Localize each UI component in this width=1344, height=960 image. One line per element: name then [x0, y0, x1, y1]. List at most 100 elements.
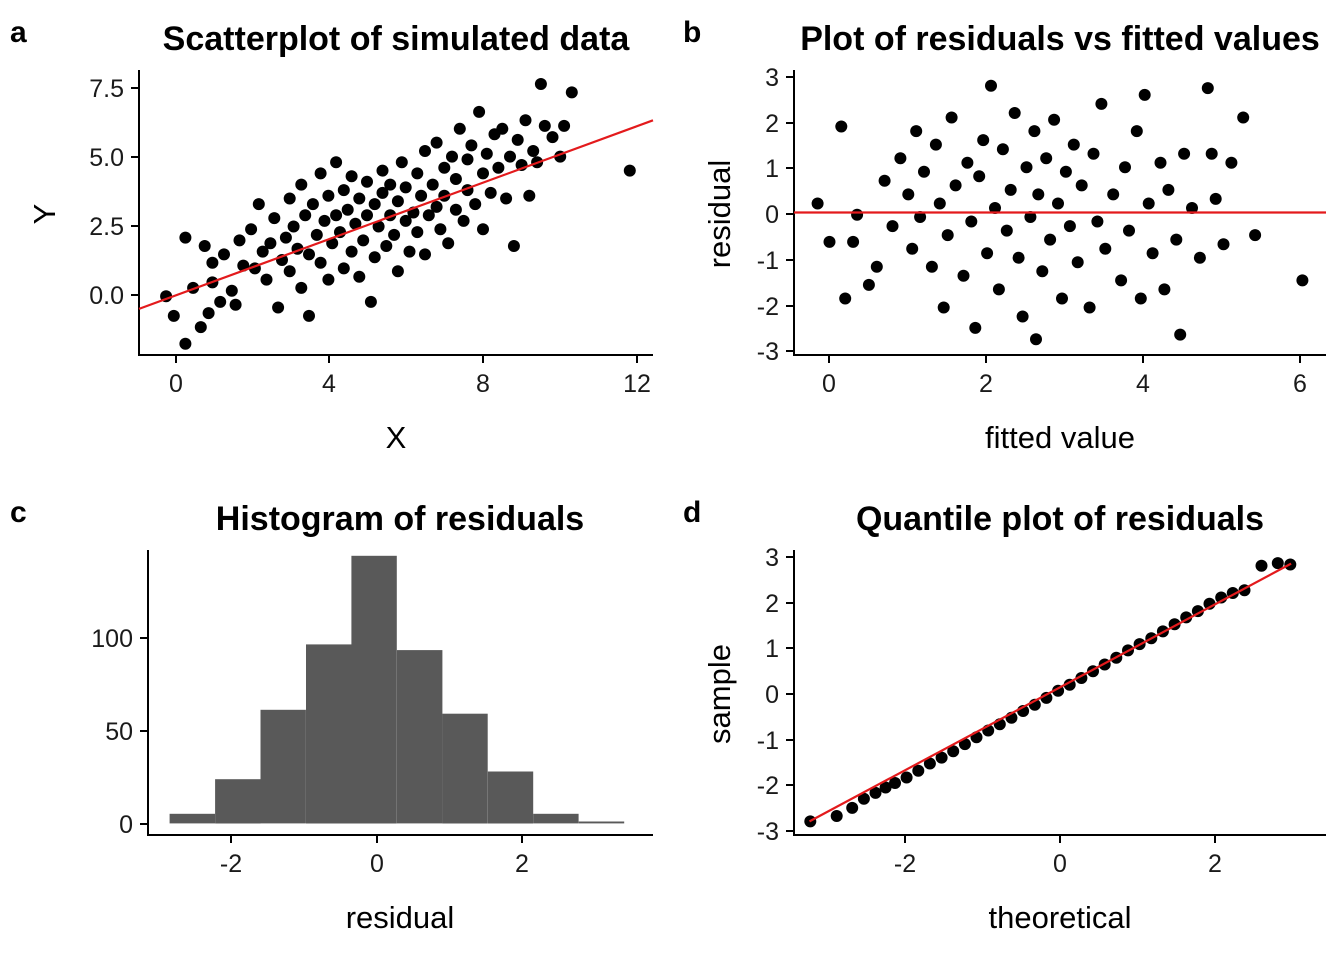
data-point [1201, 82, 1214, 95]
data-point [283, 192, 296, 205]
data-point [272, 301, 285, 314]
panel-tag-c: c [10, 496, 27, 529]
data-point [279, 231, 292, 244]
data-point [330, 209, 343, 222]
data-point [434, 223, 447, 236]
data-point [1146, 247, 1159, 260]
data-point [364, 295, 377, 308]
data-point [1170, 233, 1183, 246]
data-point [345, 170, 358, 183]
data-point [245, 223, 258, 236]
data-point [894, 152, 907, 165]
data-point [1119, 161, 1131, 174]
data-point [857, 792, 870, 805]
data-point [473, 105, 486, 118]
data-point [1028, 125, 1041, 138]
y-tick-label-d: 3 [765, 544, 779, 572]
data-point [314, 167, 327, 180]
data-point [469, 198, 482, 211]
data-point [368, 198, 381, 211]
y-tick-label-a: 0.0 [89, 282, 124, 310]
data-point [403, 245, 416, 258]
data-point [546, 131, 559, 144]
data-point [862, 278, 875, 291]
data-point [910, 125, 923, 138]
data-point [368, 251, 381, 264]
data-point [1158, 283, 1171, 296]
data-point [1063, 220, 1076, 233]
data-point [179, 231, 192, 244]
data-point [268, 212, 281, 225]
plot-area-c [147, 550, 653, 836]
data-point [299, 209, 312, 222]
data-point [376, 186, 389, 199]
panel-tag-a: a [10, 16, 27, 49]
data-point [558, 119, 571, 132]
data-point [477, 223, 489, 236]
data-point [889, 777, 901, 789]
histogram-bar [487, 771, 534, 824]
x-tick-label-d: -2 [894, 850, 916, 878]
x-tick-label-b: 6 [1293, 370, 1307, 398]
plot-area-a [138, 70, 654, 356]
data-point [438, 161, 451, 174]
data-point [900, 771, 913, 784]
data-point [1004, 183, 1017, 196]
fit-line [808, 562, 1292, 823]
data-point [349, 217, 362, 230]
data-point [519, 114, 532, 127]
panel-a: a Scatterplot of simulated data 7.5 5.0 … [10, 16, 654, 455]
data-point [929, 138, 942, 151]
data-point [989, 202, 1001, 214]
data-point [839, 292, 852, 305]
y-tick-label-c: 100 [91, 625, 133, 653]
data-point [357, 234, 370, 247]
y-tick-label-d: -1 [757, 727, 779, 755]
x-tick-label-b: 2 [979, 370, 993, 398]
data-point [430, 200, 443, 213]
data-point [504, 150, 516, 163]
data-point [167, 309, 180, 322]
y-tick-label-b: 2 [765, 110, 779, 138]
data-point [457, 214, 470, 227]
data-point [1071, 256, 1084, 269]
plot-area-d [793, 550, 1326, 836]
y-axis-title-b: residual [702, 160, 737, 269]
data-point [937, 301, 950, 314]
y-tick-label-a: 2.5 [89, 213, 124, 241]
data-point [179, 337, 192, 350]
data-point [330, 156, 343, 169]
data-point [523, 189, 536, 202]
data-point [945, 111, 958, 124]
y-tick-label-b: 3 [765, 64, 779, 92]
histogram-bar [169, 813, 215, 824]
data-point [202, 307, 215, 320]
y-tick-label-b: -1 [757, 247, 779, 275]
data-point [500, 192, 513, 205]
data-point [538, 119, 551, 132]
histogram-bar [578, 821, 625, 824]
marks-c [169, 555, 625, 824]
data-point [870, 260, 883, 273]
data-point [1186, 202, 1198, 214]
x-tick-label-d: 0 [1053, 850, 1067, 878]
x-axis-title-a: X [386, 420, 407, 455]
x-tick-label-c: 2 [515, 850, 529, 878]
data-point [229, 298, 242, 311]
data-point [361, 209, 373, 222]
histogram-bar [396, 650, 443, 824]
data-point [941, 229, 954, 242]
y-tick-label-d: -2 [757, 772, 779, 800]
data-point [442, 237, 455, 250]
x-tick-label-a: 8 [476, 370, 490, 398]
data-point [914, 211, 927, 223]
data-point [961, 156, 974, 169]
data-point [322, 189, 335, 202]
data-point [303, 248, 315, 261]
data-point [318, 214, 331, 227]
data-point [264, 237, 277, 250]
x-tick-label-a: 4 [322, 370, 336, 398]
marks-b [794, 79, 1326, 346]
x-tick-label-b: 4 [1136, 370, 1150, 398]
